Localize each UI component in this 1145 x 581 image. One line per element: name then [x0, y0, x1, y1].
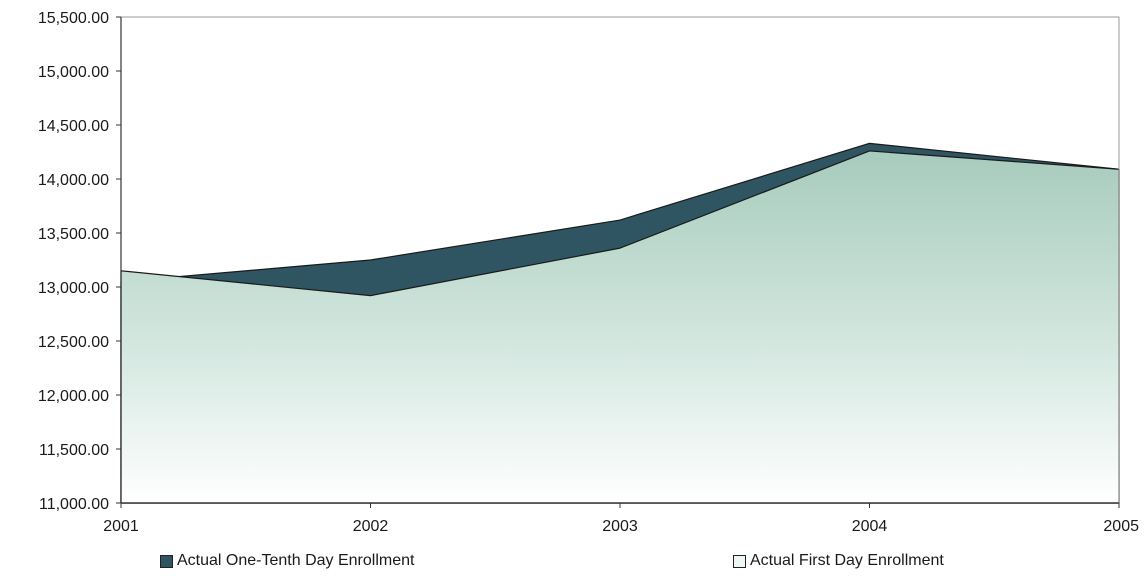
legend-item-one-tenth: Actual One-Tenth Day Enrollment [160, 552, 414, 570]
y-tick-label: 13,000.00 [38, 280, 109, 297]
x-tick-label: 2004 [852, 518, 888, 535]
legend-swatch-first-day [733, 554, 746, 568]
legend-swatch-one-tenth [160, 554, 173, 568]
y-tick-label: 12,500.00 [38, 334, 109, 351]
y-tick-label: 14,500.00 [38, 118, 109, 135]
x-tick-label: 2001 [103, 518, 139, 535]
y-tick-label: 11,000.00 [39, 496, 109, 513]
y-tick-label: 14,000.00 [38, 172, 109, 189]
series-areas [120, 142, 1120, 504]
x-tick-label: 2002 [353, 518, 389, 535]
y-tick-labels: 11,000.00 11,500.00 12,000.00 12,500.00 13,0… [38, 10, 121, 513]
y-tick-label: 11,500.00 [39, 442, 109, 459]
legend-label-one-tenth: Actual One-Tenth Day Enrollment [177, 552, 415, 569]
y-tick-label: 15,500.00 [38, 10, 109, 27]
series-area-first-day [120, 150, 1120, 504]
y-tick-label: 15,000.00 [38, 64, 109, 81]
legend-item-first-day: Actual First Day Enrollment [733, 552, 944, 570]
x-tick-label: 2005 [1103, 518, 1139, 535]
x-tick-label: 2003 [602, 518, 638, 535]
legend-label-first-day: Actual First Day Enrollment [750, 552, 944, 569]
y-tick-label: 12,000.00 [38, 388, 109, 405]
y-tick-label: 13,500.00 [38, 226, 109, 243]
x-tick-labels: 2001 2002 2003 2004 2005 [103, 503, 1139, 535]
